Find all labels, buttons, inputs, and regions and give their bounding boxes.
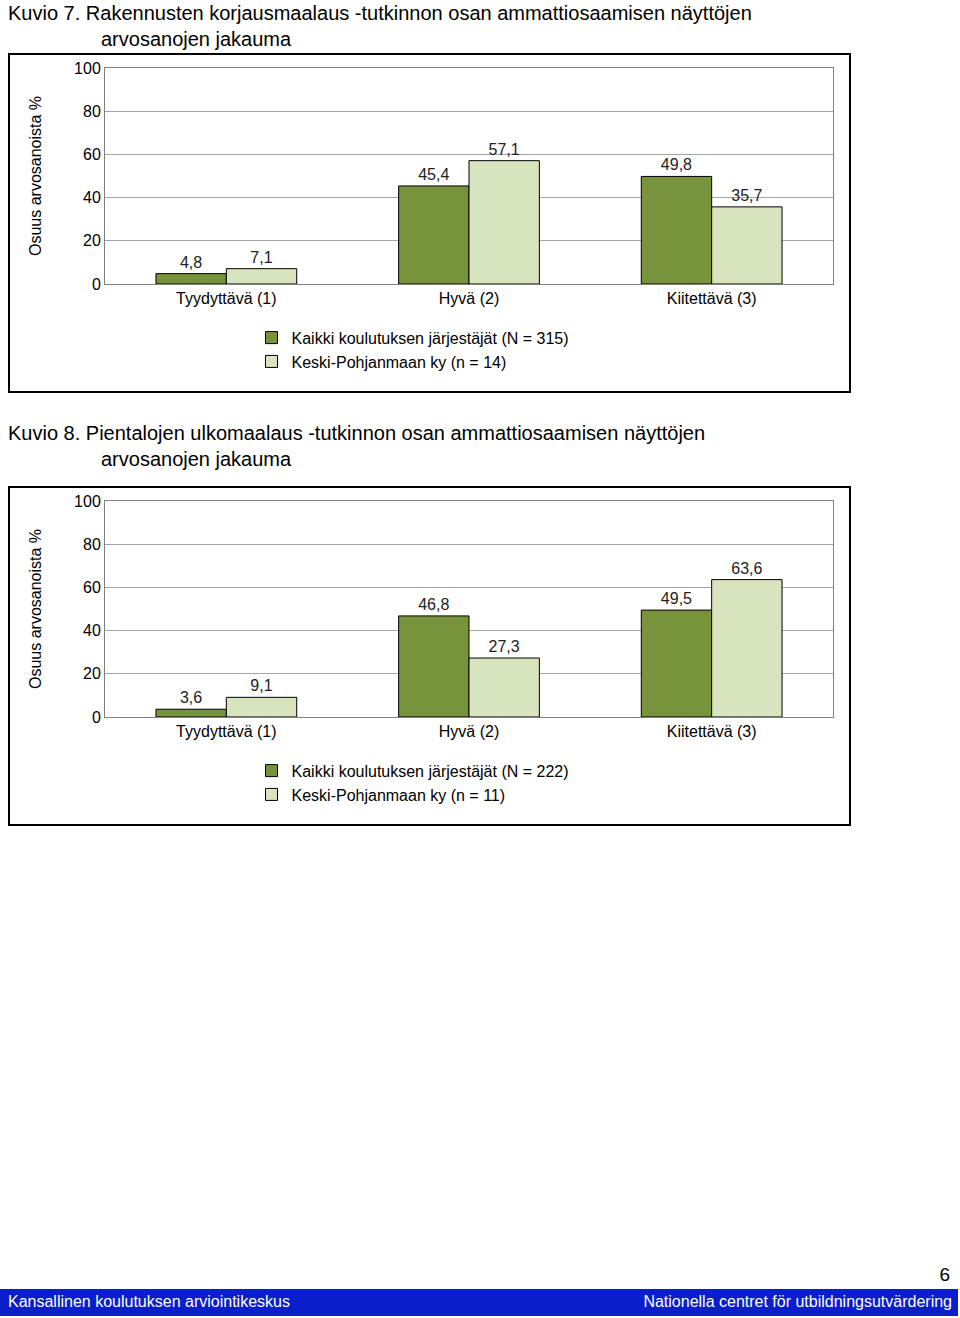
svg-text:Hyvä (2): Hyvä (2) — [439, 723, 499, 740]
svg-text:0: 0 — [92, 709, 101, 726]
svg-text:0: 0 — [92, 276, 101, 293]
svg-text:20: 20 — [83, 232, 101, 249]
svg-text:35,7: 35,7 — [731, 187, 762, 204]
svg-text:40: 40 — [83, 189, 101, 206]
svg-text:57,1: 57,1 — [489, 141, 520, 158]
html-text:Kuvio 8. Pientalojen ulkomaala: Kuvio 8. Pientalojen ulkomaalaus -tutkin… — [8, 422, 706, 470]
svg-text:Keski-Pohjanmaan ky (n = 14): Keski-Pohjanmaan ky (n = 14) — [292, 354, 507, 371]
svg-text:Keski-Pohjanmaan ky (n = 11): Keski-Pohjanmaan ky (n = 11) — [292, 787, 506, 804]
svg-text:Tyydyttävä (1): Tyydyttävä (1) — [176, 290, 276, 307]
html-text:Kansallinen koulutuksen arvioi: Kansallinen koulutuksen arviointikeskus — [8, 1293, 290, 1310]
svg-text:9,1: 9,1 — [250, 677, 272, 694]
svg-text:Tyydyttävä (1): Tyydyttävä (1) — [176, 723, 276, 740]
svg-text:49,8: 49,8 — [661, 156, 692, 173]
svg-text:Kaikki koulutuksen järjestäjät: Kaikki koulutuksen järjestäjät (N = 222) — [292, 763, 569, 780]
svg-text:49,5: 49,5 — [661, 590, 692, 607]
svg-text:100: 100 — [74, 60, 101, 77]
svg-text:Osuus arvosanoista %: Osuus arvosanoista % — [27, 96, 44, 256]
svg-text:46,8: 46,8 — [418, 596, 449, 613]
svg-text:7,1: 7,1 — [250, 249, 272, 266]
svg-text:80: 80 — [83, 536, 101, 553]
svg-text:60: 60 — [83, 579, 101, 596]
svg-text:Kiitettävä (3): Kiitettävä (3) — [667, 290, 757, 307]
svg-text:27,3: 27,3 — [489, 638, 520, 655]
svg-text:80: 80 — [83, 103, 101, 120]
svg-text:3,6: 3,6 — [180, 689, 202, 706]
svg-text:63,6: 63,6 — [731, 560, 762, 577]
svg-text:Osuus arvosanoista %: Osuus arvosanoista % — [27, 529, 44, 689]
svg-text:45,4: 45,4 — [418, 166, 449, 183]
svg-text:4,8: 4,8 — [180, 254, 202, 271]
svg-text:20: 20 — [83, 665, 101, 682]
svg-text:Kiitettävä (3): Kiitettävä (3) — [667, 723, 757, 740]
svg-text:Kaikki koulutuksen järjestäjät: Kaikki koulutuksen järjestäjät (N = 315) — [292, 330, 569, 347]
svg-text:100: 100 — [74, 493, 101, 510]
svg-text:40: 40 — [83, 622, 101, 639]
html-text:6: 6 — [939, 1264, 950, 1285]
svg-text:Hyvä (2): Hyvä (2) — [439, 290, 499, 307]
svg-text:60: 60 — [83, 146, 101, 163]
html-text:Kuvio 7. Rakennusten korjausma: Kuvio 7. Rakennusten korjausmaalaus -tut… — [8, 2, 752, 50]
html-text:Nationella centret för utbildn: Nationella centret för utbildningsutvärd… — [643, 1293, 952, 1310]
